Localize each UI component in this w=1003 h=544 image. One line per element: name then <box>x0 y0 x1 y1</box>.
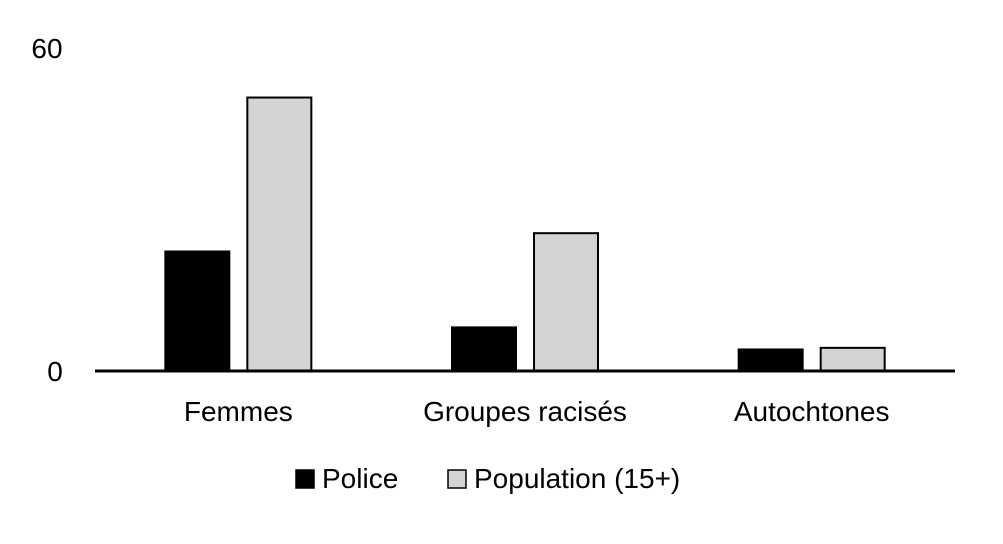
legend-label-police: Police <box>322 463 398 494</box>
category-labels: Femmes Groupes racisés Autochtones <box>184 396 890 427</box>
legend-label-population: Population (15+) <box>474 463 680 494</box>
bar-population-2 <box>819 346 886 372</box>
legend-swatch-police <box>295 469 315 489</box>
legend: Police Population (15+) <box>295 463 680 494</box>
legend-swatch-population <box>447 469 467 489</box>
category-label: Groupes racisés <box>423 396 627 427</box>
bar-police-0 <box>164 250 231 373</box>
y-tick-label-min: 0 <box>47 356 63 387</box>
y-tick-label-max: 60 <box>31 33 62 64</box>
bar-police-1 <box>451 326 517 372</box>
category-label: Femmes <box>184 396 293 427</box>
bar-population-1 <box>533 232 599 372</box>
bar-police-2 <box>737 348 804 373</box>
category-label: Autochtones <box>734 396 890 427</box>
bar-population-0 <box>246 96 313 372</box>
bars-group <box>164 96 886 373</box>
